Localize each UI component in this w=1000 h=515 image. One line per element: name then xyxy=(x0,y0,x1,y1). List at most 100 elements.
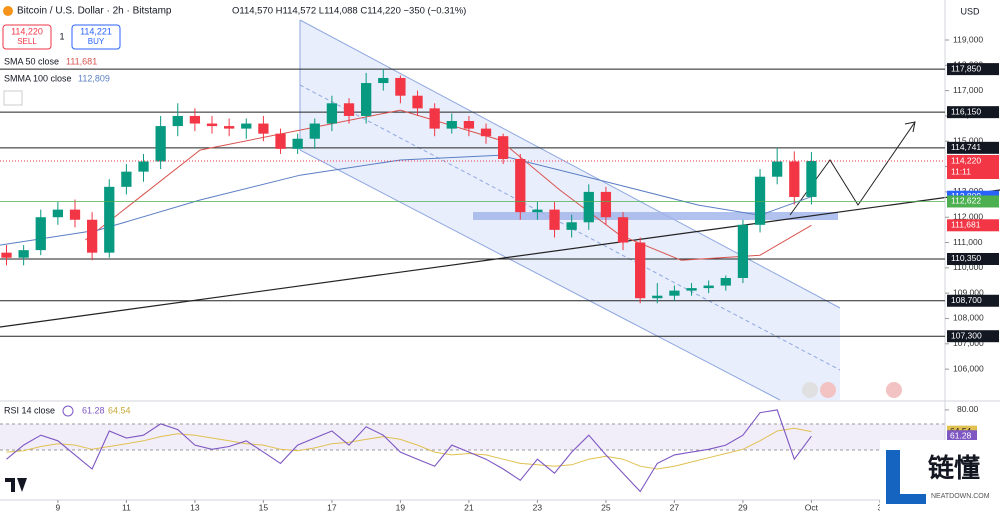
x-tick-label: 9 xyxy=(56,502,61,512)
candle-body xyxy=(772,161,783,177)
candle-body xyxy=(463,121,475,129)
symbol: Bitcoin / U.S. Dollar · 2h · Bitstamp xyxy=(17,6,172,17)
level-tag xyxy=(947,63,999,76)
currency-box[interactable] xyxy=(955,4,993,20)
rsi-tick-label: 80.00 xyxy=(957,404,979,414)
candle-body xyxy=(86,219,98,253)
candle-body xyxy=(669,290,680,296)
x-tick-label: 27 xyxy=(670,502,680,512)
candle-body xyxy=(737,224,749,278)
rsi-label: RSI 14 close xyxy=(4,405,55,415)
candle-body xyxy=(18,250,29,258)
candle-body xyxy=(754,176,766,225)
candle-body xyxy=(69,209,81,220)
price-tag xyxy=(947,155,999,180)
candle-body xyxy=(566,222,577,230)
candle-body xyxy=(412,95,423,109)
x-tick-label: 21 xyxy=(464,502,474,512)
y-tick-label: 109,000 xyxy=(953,287,984,297)
level-label: 108,700 xyxy=(951,295,982,305)
buy-button[interactable] xyxy=(71,24,121,50)
candle-body xyxy=(241,123,252,129)
candle-body xyxy=(138,161,149,172)
price-tag-label: 114,220 xyxy=(951,155,981,165)
x-tick-label: 13 xyxy=(190,502,200,512)
sma-label: SMA 50 close xyxy=(4,56,59,66)
level-label: 116,150 xyxy=(951,106,981,116)
y-tick-label: 110,000 xyxy=(953,262,983,272)
level-label: 117,850 xyxy=(951,63,981,73)
level-label: 110,350 xyxy=(951,253,981,263)
rsi-icon xyxy=(62,405,74,417)
candle-body xyxy=(635,242,646,299)
x-tick-label: 15 xyxy=(259,502,269,512)
y-tick-label: 115,000 xyxy=(953,136,983,146)
level-tag xyxy=(947,294,999,307)
flag-icon xyxy=(820,382,836,398)
level-tag xyxy=(947,106,999,119)
candle-body xyxy=(361,83,372,116)
channel-mid xyxy=(299,84,841,371)
countdown: 11:11 xyxy=(951,166,971,176)
sell-label: SELL xyxy=(17,37,37,46)
x-tick-label: 23 xyxy=(533,502,543,512)
logo-mark xyxy=(886,450,926,504)
candle-body xyxy=(343,103,355,116)
smma-value: 112,809 xyxy=(78,73,110,83)
x-tick-label: 29 xyxy=(738,502,748,512)
candle-body xyxy=(258,123,269,134)
x-tick-label: 11 xyxy=(122,502,131,512)
sma-value: 111,681 xyxy=(66,56,97,66)
level-tag xyxy=(947,252,999,265)
rsi-value: 61.28 xyxy=(82,405,105,415)
sell-price: 114,220 xyxy=(11,26,43,36)
candle-body xyxy=(617,217,629,243)
candle-body xyxy=(206,123,218,127)
rsi-tag xyxy=(947,430,977,443)
level-tag xyxy=(947,141,999,154)
candle-body xyxy=(189,115,201,124)
level-tag xyxy=(947,330,999,343)
candle-body xyxy=(292,138,303,149)
x-tick-label: 17 xyxy=(327,502,337,512)
candle-body xyxy=(686,288,697,291)
collapse-button[interactable] xyxy=(3,90,23,106)
candle-body xyxy=(104,186,115,253)
x-tick-label: 25 xyxy=(601,502,611,512)
logo-site: NEATDOWN.COM xyxy=(931,493,990,500)
candle-body xyxy=(583,191,594,223)
sell-button[interactable] xyxy=(2,24,52,50)
price-tag xyxy=(947,195,999,208)
candle-body xyxy=(532,209,543,213)
candle-body xyxy=(309,123,320,139)
plot: 106,000 107,000 108,000 109,000 110,000 111,0… xyxy=(0,34,999,512)
candle-body xyxy=(224,126,235,129)
event-icon xyxy=(802,382,818,398)
y-tick-label: 112,000 xyxy=(953,211,983,221)
ohlc: O114,570 H114,572 L114,088 C114,220 −350… xyxy=(232,6,466,17)
buy-label: BUY xyxy=(88,37,105,46)
channel-lower xyxy=(299,149,781,401)
tv-logo xyxy=(5,478,27,492)
candle-body xyxy=(275,133,286,149)
candle-body xyxy=(1,252,12,258)
candle-body xyxy=(480,128,492,137)
candle-body xyxy=(549,209,560,230)
candle-body xyxy=(326,103,338,124)
candle-body xyxy=(121,171,132,187)
spread: 1 xyxy=(59,31,64,41)
y-tick-label: 107,000 xyxy=(953,338,984,348)
candle-body xyxy=(172,115,183,127)
smma-label: SMMA 100 close xyxy=(4,73,72,83)
candle-body xyxy=(155,126,166,162)
btc-icon xyxy=(3,6,13,16)
candle-body xyxy=(395,77,406,96)
candle-body xyxy=(52,209,64,218)
rsi-ma-line xyxy=(6,427,812,470)
price-tag-label: 111,681 xyxy=(951,220,981,230)
arrow-head xyxy=(904,121,916,133)
support-zone xyxy=(473,212,838,220)
level-label: 107,300 xyxy=(951,330,982,340)
candle-body xyxy=(35,217,46,251)
x-tick-label: Oct xyxy=(805,502,819,512)
